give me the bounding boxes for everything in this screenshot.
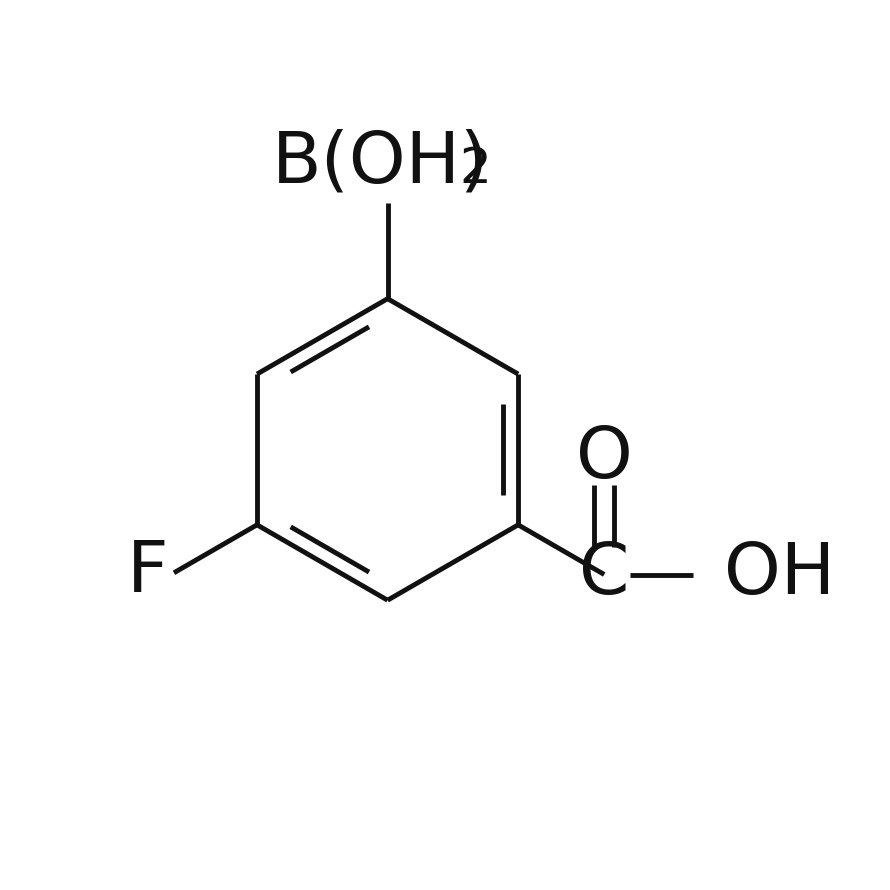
Text: F: F <box>127 538 168 607</box>
Text: B(OH): B(OH) <box>272 128 490 198</box>
Text: 2: 2 <box>459 145 491 193</box>
Text: OH: OH <box>724 540 836 609</box>
Text: C: C <box>579 540 629 609</box>
Text: O: O <box>576 424 633 492</box>
